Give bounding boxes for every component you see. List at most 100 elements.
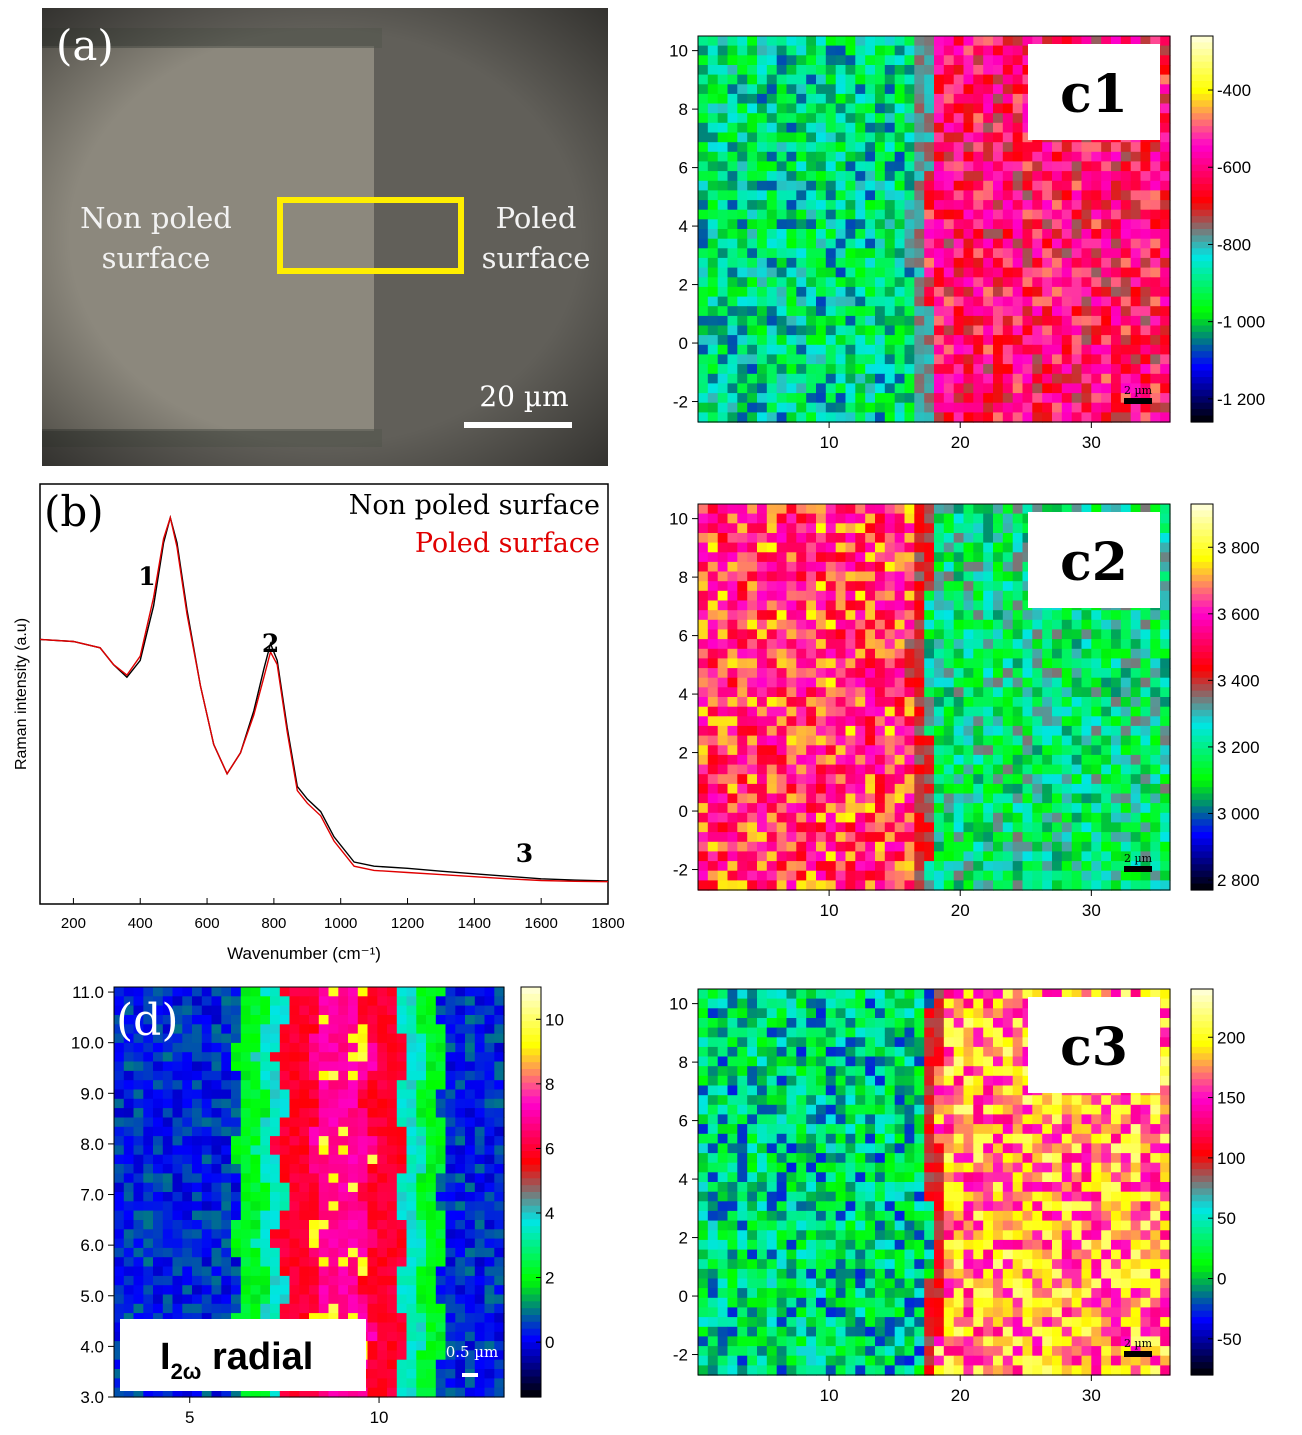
x-tick-label: 1600	[524, 915, 557, 932]
y-tick-label: 3.0	[80, 1388, 104, 1407]
y-tick-label: -2	[673, 393, 688, 412]
heatmap-scalebar-label: 2 µm	[1124, 1337, 1153, 1350]
poled-label-2: surface	[482, 241, 591, 275]
y-tick-label: 10	[669, 995, 688, 1014]
colorbar-tick-label: 0	[1217, 1270, 1226, 1289]
x-tick-label: 10	[820, 901, 839, 920]
colorbar-tick-label: 2 800	[1217, 871, 1260, 890]
poled-label-1: Poled	[496, 201, 577, 235]
colorbar-tick-label: 3 600	[1217, 605, 1260, 624]
y-tick-label: -2	[673, 1346, 688, 1365]
heatmap-scalebar-label: 2 µm	[1124, 384, 1153, 397]
colorbar-tick-label: 3 200	[1217, 738, 1260, 757]
colorbar-tick-label: 2	[545, 1269, 554, 1288]
colorbar-tick-label: -1 000	[1217, 313, 1265, 332]
y-tick-label: 2	[679, 276, 688, 295]
colorbar-tick-label: 4	[545, 1204, 554, 1223]
colorbar-tick-label: 8	[545, 1075, 554, 1094]
colorbar	[1191, 504, 1213, 891]
heatmap-scalebar	[1124, 866, 1152, 872]
y-tick-label: 8	[679, 568, 688, 587]
y-tick-label: 4.0	[80, 1337, 104, 1356]
x-tick-label: 20	[951, 901, 970, 920]
colorbar-tick-label: 3 000	[1217, 804, 1260, 823]
d-scalebar	[462, 1373, 478, 1377]
x-tick-label: 400	[128, 915, 153, 932]
peak-label-1: 2	[262, 629, 279, 658]
colorbar-tick-label: -800	[1217, 235, 1251, 254]
colorbar-tick-label: 0	[545, 1333, 554, 1352]
y-tick-label: 10.0	[71, 1034, 104, 1053]
x-tick-label: 5	[185, 1408, 194, 1427]
panel-label-d: (d)	[116, 995, 179, 1046]
colorbar	[1191, 989, 1213, 1376]
colorbar-tick-label: -1 200	[1217, 390, 1265, 409]
colorbar-tick-label: -400	[1217, 81, 1251, 100]
x-tick-label: 800	[261, 915, 286, 932]
x-tick-label: 10	[370, 1408, 389, 1427]
colorbar-tick-label: 100	[1217, 1149, 1245, 1168]
y-tick-label: 8	[679, 1053, 688, 1072]
x-tick-label: 30	[1082, 433, 1101, 452]
peak-label-0: 1	[138, 562, 155, 591]
scalebar-label: 20 µm	[479, 380, 568, 413]
x-tick-label: 1800	[591, 915, 624, 932]
y-axis-label: Raman intensity (a.u)	[13, 618, 30, 770]
y-tick-label: -2	[673, 861, 688, 880]
x-axis-label: Wavenumber (cm⁻¹)	[227, 944, 381, 963]
micrograph-svg: (a) Non poled surface Poled surface 20 µ…	[42, 8, 608, 466]
y-tick-label: 6	[679, 159, 688, 178]
y-tick-label: 6.0	[80, 1236, 104, 1255]
colorbar-tick-label: 6	[545, 1139, 554, 1158]
colorbar-tick-label: 10	[545, 1010, 564, 1029]
x-tick-label: 1400	[458, 915, 491, 932]
d-scalebar-label: 0.5 µm	[446, 1343, 499, 1361]
colorbar-tick-label: 50	[1217, 1209, 1236, 1228]
heatmap-label: c2	[1060, 532, 1128, 593]
y-tick-label: 5.0	[80, 1287, 104, 1306]
x-tick-label: 10	[820, 433, 839, 452]
x-tick-label: 30	[1082, 1386, 1101, 1405]
x-tick-label: 1200	[391, 915, 424, 932]
y-tick-label: 6	[679, 627, 688, 646]
colorbar	[1191, 36, 1213, 423]
heatmap-scalebar	[1124, 398, 1152, 404]
nonpoled-label-1: Non poled	[80, 201, 232, 235]
y-tick-label: 2	[679, 744, 688, 763]
y-tick-label: 0	[679, 1287, 688, 1306]
panel-label-b: (b)	[44, 487, 104, 536]
x-tick-label: 20	[951, 1386, 970, 1405]
y-tick-label: 11.0	[72, 983, 104, 1002]
legend-entry-0: Non poled surface	[349, 490, 600, 521]
heatmap-label: c3	[1060, 1017, 1128, 1078]
colorbar-tick-label: -50	[1217, 1330, 1242, 1349]
x-tick-label: 600	[195, 915, 220, 932]
heatmap-label: c1	[1060, 64, 1128, 125]
colorbar-tick-label: -600	[1217, 158, 1251, 177]
y-tick-label: 9.0	[80, 1084, 104, 1103]
colorbar-tick-label: 3 800	[1217, 538, 1260, 557]
y-tick-label: 2	[679, 1229, 688, 1248]
heatmap-scalebar-label: 2 µm	[1124, 852, 1153, 865]
nonpoled-label-2: surface	[102, 241, 211, 275]
y-tick-label: 6	[679, 1112, 688, 1131]
y-tick-label: 4	[679, 685, 688, 704]
y-tick-label: 0	[679, 802, 688, 821]
panel-label-a: (a)	[56, 21, 114, 70]
x-tick-label: 20	[951, 433, 970, 452]
y-tick-label: 0	[679, 334, 688, 353]
colorbar	[521, 987, 541, 1398]
legend-entry-1: Poled surface	[415, 528, 600, 559]
heatmap-scalebar	[1124, 1351, 1152, 1357]
x-tick-label: 200	[61, 915, 86, 932]
scalebar	[464, 422, 572, 428]
y-tick-label: 10	[669, 510, 688, 529]
